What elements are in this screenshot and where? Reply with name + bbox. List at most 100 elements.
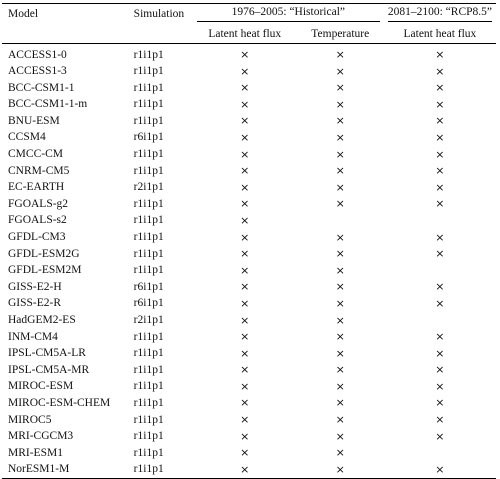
table-row: HadGEM2-ES r2i1p1 × × — [2, 313, 496, 330]
cell-latent-heat-flux-rcp: × — [384, 147, 496, 164]
cell-model: CCSM4 — [8, 131, 46, 144]
cell-temperature: × — [297, 180, 384, 197]
availability-mark: × — [435, 180, 445, 194]
availability-mark: × — [435, 346, 445, 360]
table-row: MRI-ESM1 r1i1p1 × × — [2, 445, 496, 462]
cell-latent-heat-flux: × — [193, 429, 297, 446]
availability-mark: × — [240, 213, 250, 227]
availability-mark: × — [240, 147, 250, 161]
availability-mark: × — [335, 247, 345, 261]
cell-temperature: × — [297, 196, 384, 213]
cell-temperature — [297, 213, 384, 230]
cell-latent-heat-flux-rcp: × — [384, 412, 496, 429]
availability-mark: × — [240, 130, 250, 144]
table-row: EC-EARTH r2i1p1 × × × — [2, 180, 496, 197]
table-row: GISS-E2-R r6i1p1 × × × — [2, 296, 496, 313]
cell-temperature: × — [297, 329, 384, 346]
cell-model: FGOALS-s2 — [8, 214, 67, 227]
cell-simulation: r6i1p1 — [133, 280, 164, 293]
table-row: BCC-CSM1-1 r1i1p1 × × × — [2, 80, 496, 97]
table-row: BNU-ESM r1i1p1 × × × — [2, 113, 496, 130]
availability-mark: × — [435, 413, 445, 427]
cell-latent-heat-flux: × — [193, 412, 297, 429]
availability-mark: × — [435, 396, 445, 410]
header-rcp-group: 2081–2100: “RCP8.5” — [383, 3, 496, 24]
table-row: GFDL-ESM2M r1i1p1 × × — [2, 263, 496, 280]
cell-latent-heat-flux-rcp: × — [384, 44, 496, 64]
cell-temperature: × — [297, 97, 384, 114]
table-row: MRI-CGCM3 r1i1p1 × × × — [2, 429, 496, 446]
cell-latent-heat-flux: × — [193, 213, 297, 230]
header-latent-heat-flux: Latent heat flux — [192, 24, 297, 44]
availability-mark: × — [435, 97, 445, 111]
cell-latent-heat-flux: × — [193, 130, 297, 147]
cell-temperature: × — [297, 80, 384, 97]
availability-mark: × — [335, 230, 345, 244]
cell-latent-heat-flux: × — [193, 346, 297, 363]
cell-latent-heat-flux-rcp: × — [384, 362, 496, 379]
availability-mark: × — [335, 180, 345, 194]
cell-simulation: r1i1p1 — [133, 264, 164, 277]
cell-temperature: × — [297, 362, 384, 379]
cell-simulation: r2i1p1 — [133, 314, 164, 326]
cell-simulation: r1i1p1 — [133, 81, 164, 94]
availability-mark: × — [240, 296, 250, 310]
cell-latent-heat-flux: × — [193, 180, 297, 197]
cell-model: MIROC-ESM-CHEM — [8, 396, 111, 409]
header-blank-model — [2, 24, 134, 44]
cell-model: MIROC5 — [8, 413, 52, 426]
table-row: ACCESS1-0 r1i1p1 × × × — [2, 44, 496, 64]
cell-latent-heat-flux-rcp: × — [384, 329, 496, 346]
table-row: INM-CM4 r1i1p1 × × × — [2, 329, 496, 346]
availability-mark: × — [435, 197, 445, 211]
cell-temperature: × — [297, 379, 384, 396]
availability-mark: × — [335, 346, 345, 360]
cell-model: GISS-E2-R — [8, 297, 62, 310]
cell-latent-heat-flux: × — [193, 113, 297, 130]
availability-mark: × — [435, 48, 445, 61]
availability-mark: × — [335, 330, 345, 344]
cell-model: IPSL-CM5A-MR — [8, 363, 90, 376]
cell-latent-heat-flux: × — [193, 230, 297, 247]
cell-latent-heat-flux: × — [193, 44, 297, 64]
cell-latent-heat-flux-rcp — [384, 313, 496, 330]
cell-model: GISS-E2-H — [8, 280, 62, 293]
cell-temperature: × — [297, 263, 384, 280]
availability-mark: × — [435, 81, 445, 95]
table-row: MIROC-ESM r1i1p1 × × × — [2, 379, 496, 396]
table-row: CNRM-CM5 r1i1p1 × × × — [2, 163, 496, 180]
table-row: BCC-CSM1-1-m r1i1p1 × × × — [2, 97, 496, 114]
cell-simulation: r6i1p1 — [133, 131, 164, 144]
availability-mark: × — [335, 462, 345, 476]
cell-model: NorESM1-M — [2, 461, 134, 479]
availability-mark: × — [435, 64, 445, 78]
cell-latent-heat-flux-rcp: × — [384, 130, 496, 147]
cell-latent-heat-flux-rcp — [384, 213, 496, 230]
availability-mark: × — [240, 97, 250, 111]
header-latent-heat-flux-rcp: Latent heat flux — [383, 24, 496, 44]
cell-latent-heat-flux-rcp: × — [384, 163, 496, 180]
availability-mark: × — [240, 114, 250, 128]
cell-simulation: r1i1p1 — [133, 330, 164, 343]
cell-latent-heat-flux-rcp: × — [384, 346, 496, 363]
table-row: MIROC5 r1i1p1 × × × — [2, 412, 496, 429]
cell-latent-heat-flux: × — [193, 147, 297, 164]
cell-latent-heat-flux-rcp: × — [384, 379, 496, 396]
availability-mark: × — [240, 396, 250, 410]
availability-mark: × — [435, 330, 445, 344]
availability-mark: × — [335, 413, 345, 427]
cell-latent-heat-flux: × — [193, 163, 297, 180]
cell-latent-heat-flux: × — [193, 80, 297, 97]
cell-latent-heat-flux: × — [193, 196, 297, 213]
cell-model: EC-EARTH — [8, 181, 65, 194]
cell-temperature: × — [297, 395, 384, 412]
cell-latent-heat-flux: × — [193, 445, 297, 462]
availability-mark: × — [240, 197, 250, 211]
cell-simulation: r1i1p1 — [133, 461, 193, 479]
availability-mark: × — [335, 197, 345, 211]
availability-mark: × — [435, 114, 445, 128]
table-row: FGOALS-g2 r1i1p1 × × × — [2, 196, 496, 213]
cell-latent-heat-flux-rcp: × — [384, 429, 496, 446]
availability-mark: × — [435, 147, 445, 161]
table-row: FGOALS-s2 r1i1p1 × — [2, 213, 496, 230]
